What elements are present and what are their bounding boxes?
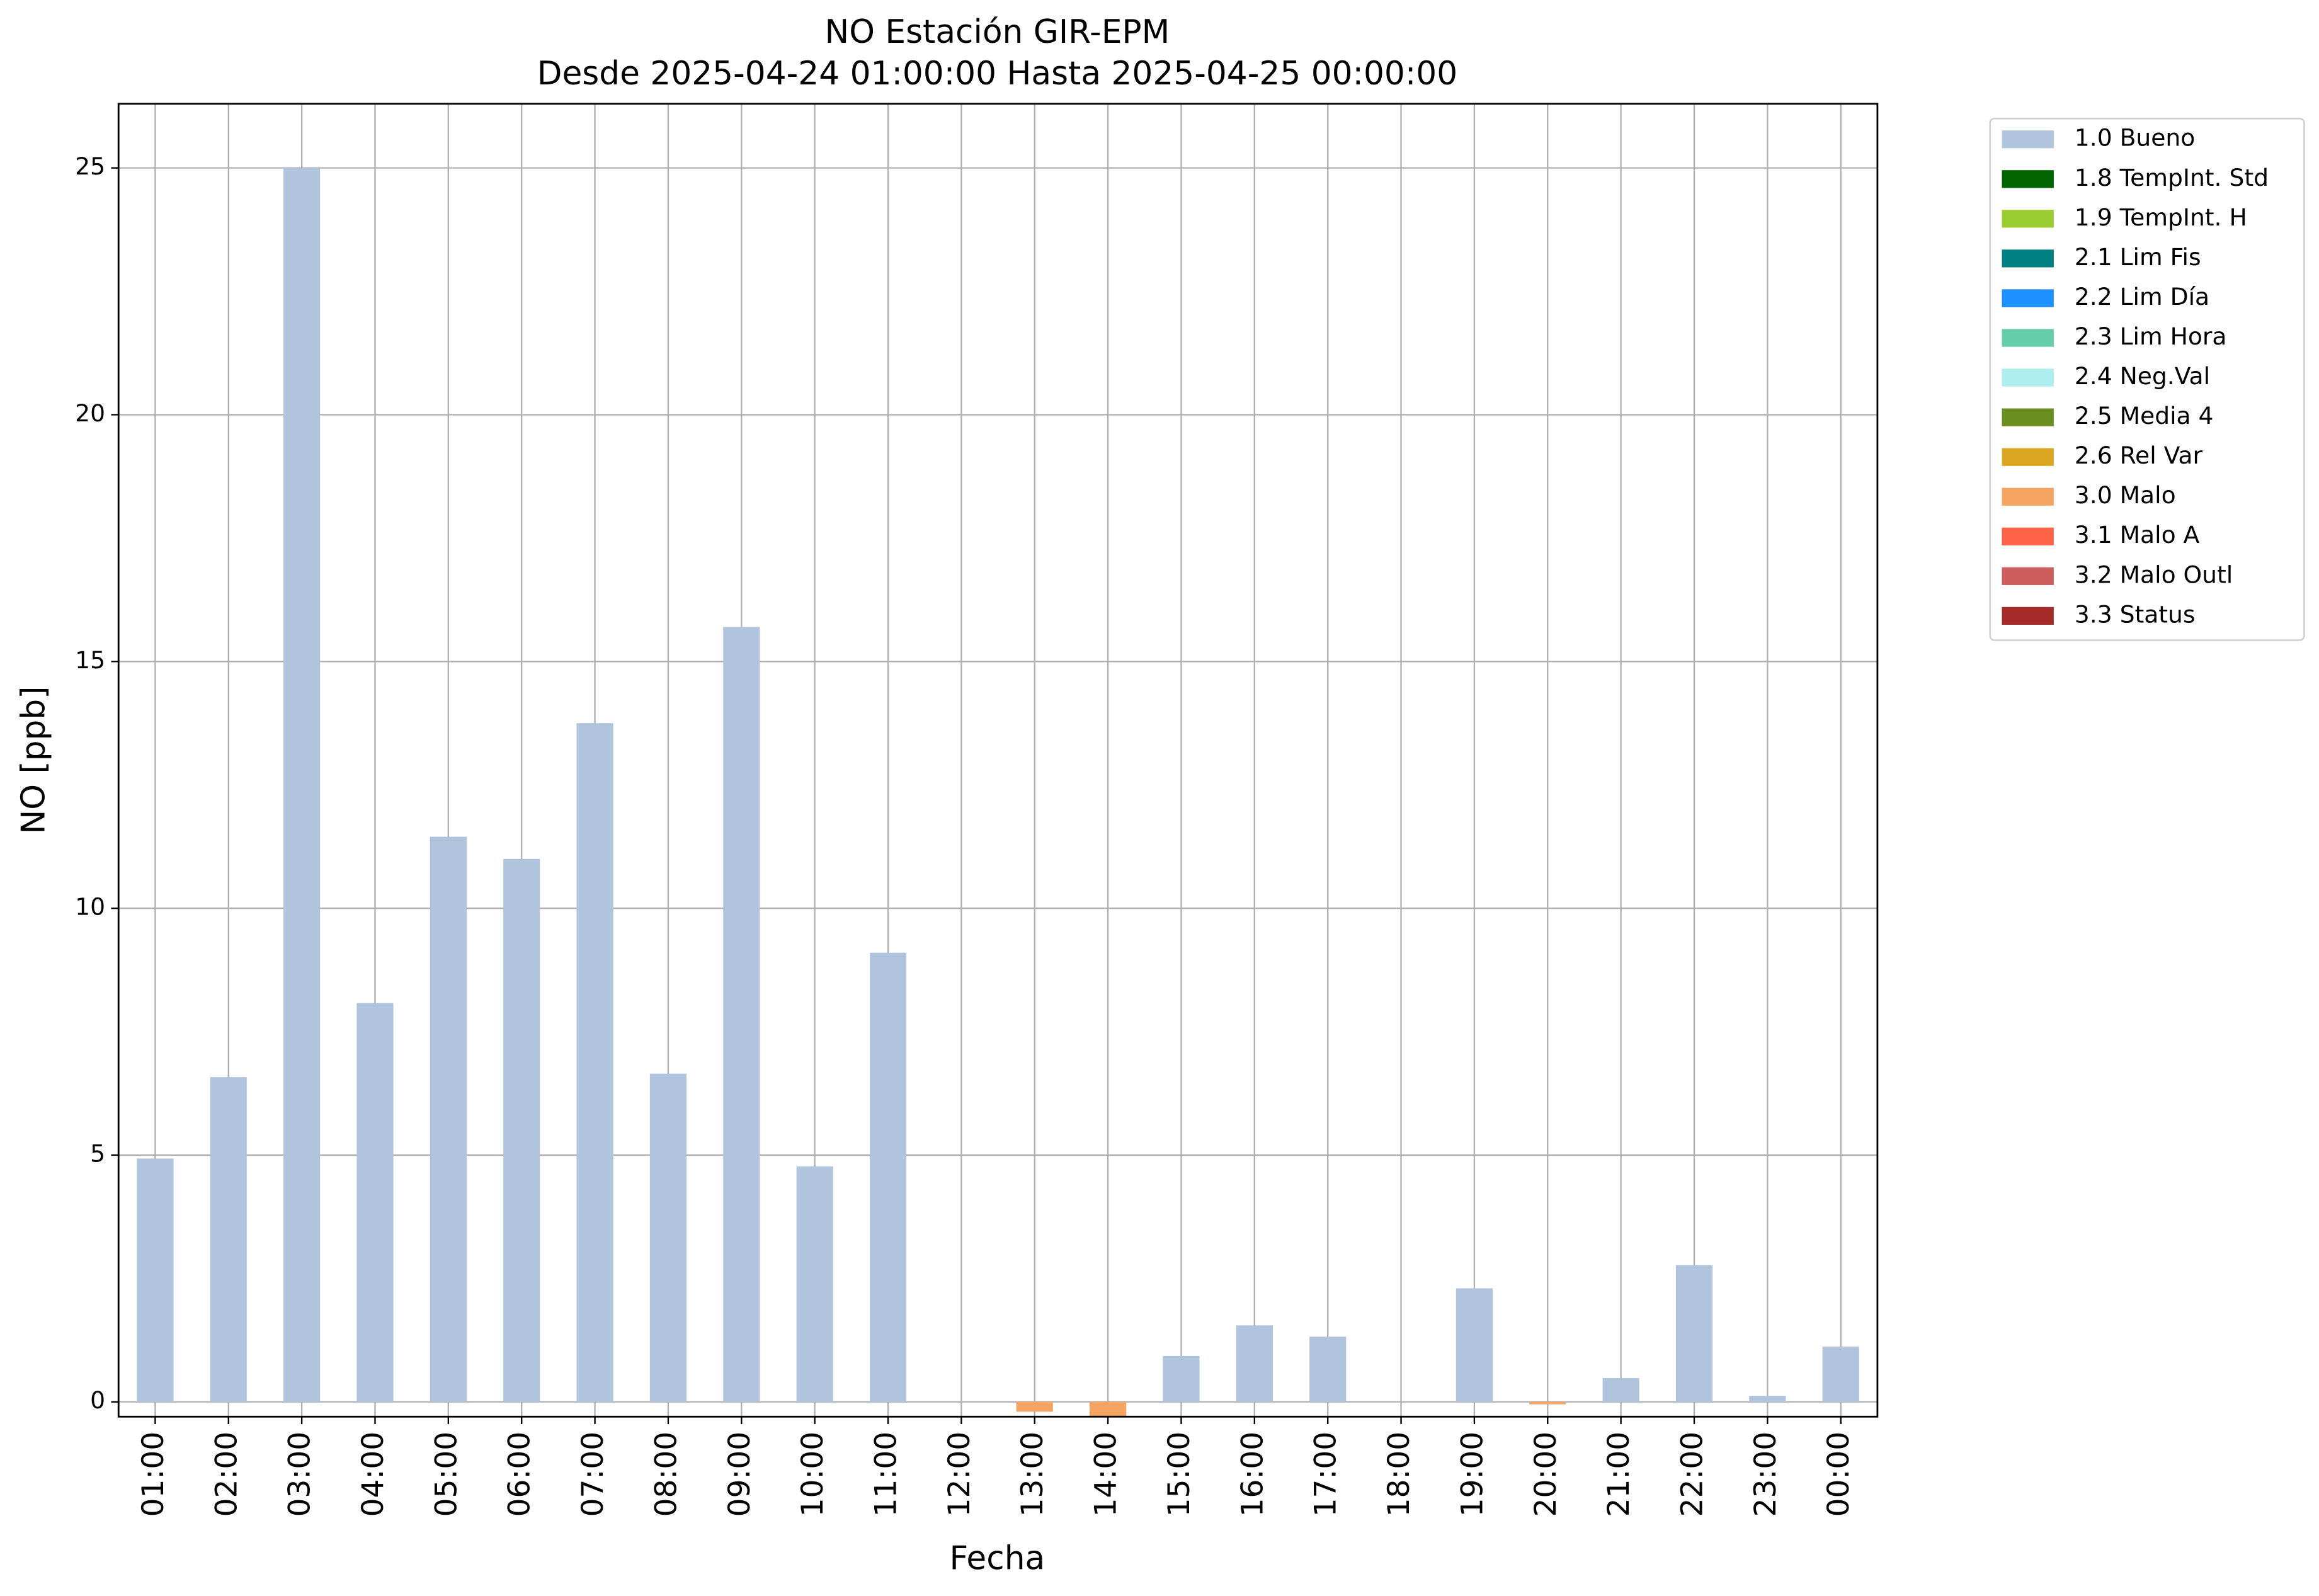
x-tick-label: 14:00 xyxy=(1089,1432,1124,1517)
legend: 1.0 Bueno 1.8 TempInt. Std 1.9 TempInt. H 2… xyxy=(1989,118,2305,641)
bar xyxy=(283,168,321,1402)
legend-swatch xyxy=(2002,329,2054,347)
legend-swatch xyxy=(2002,210,2054,228)
bar xyxy=(1163,1355,1200,1402)
legend-swatch xyxy=(2002,567,2054,585)
x-tick-label: 13:00 xyxy=(1015,1432,1050,1517)
legend-swatch xyxy=(2002,448,2054,466)
x-tick-label: 02:00 xyxy=(209,1432,244,1517)
legend-swatch xyxy=(2002,289,2054,307)
legend-label: 1.9 TempInt. H xyxy=(2075,203,2247,231)
x-tick-label: 05:00 xyxy=(429,1432,464,1517)
legend-label: 2.5 Media 4 xyxy=(2075,402,2214,430)
bar xyxy=(356,1003,394,1402)
x-tick-label: 17:00 xyxy=(1309,1432,1343,1517)
x-tick-label: 07:00 xyxy=(576,1432,610,1517)
x-tick-label: 04:00 xyxy=(356,1432,390,1517)
x-tick-label: 22:00 xyxy=(1675,1432,1709,1517)
bar xyxy=(1456,1288,1493,1402)
bar xyxy=(1822,1346,1859,1402)
bar xyxy=(869,952,907,1402)
bar xyxy=(1090,1401,1127,1417)
x-tick-label: 09:00 xyxy=(722,1432,757,1517)
legend-swatch xyxy=(2002,487,2054,506)
legend-label: 3.1 Malo A xyxy=(2075,521,2200,549)
legend-label: 1.0 Bueno xyxy=(2075,124,2195,152)
legend-frame xyxy=(1989,118,2305,641)
legend-swatch xyxy=(2002,130,2054,149)
legend-label: 2.6 Rel Var xyxy=(2075,442,2203,469)
legend-label: 2.2 Lim Día xyxy=(2075,283,2209,311)
bars xyxy=(137,168,1859,1417)
legend-label: 2.3 Lim Hora xyxy=(2075,322,2227,350)
legend-swatch xyxy=(2002,368,2054,387)
legend-swatch xyxy=(2002,527,2054,545)
bar xyxy=(1236,1325,1273,1402)
bar xyxy=(649,1073,687,1402)
plot-frame xyxy=(117,103,1879,1418)
bar xyxy=(796,1166,833,1402)
x-tick-label: 03:00 xyxy=(283,1432,317,1517)
x-tick-label: 19:00 xyxy=(1455,1432,1490,1517)
legend-label: 2.1 Lim Fis xyxy=(2075,243,2201,271)
bar xyxy=(1529,1401,1566,1405)
y-tick-label: 25 xyxy=(75,152,105,180)
x-tick-label: 16:00 xyxy=(1235,1432,1270,1517)
bar xyxy=(723,627,760,1402)
x-tick-label: 06:00 xyxy=(503,1432,537,1517)
x-tick-label: 08:00 xyxy=(649,1432,683,1517)
x-tick-label: 00:00 xyxy=(1821,1432,1856,1517)
y-axis-label: NO [ppb] xyxy=(14,687,52,835)
y-tick-label: 0 xyxy=(90,1386,105,1414)
bar xyxy=(503,858,540,1402)
ticks: 0 5 10 15 20 25 01:00 02:00 03:00 04:00 05:00 06:00… xyxy=(75,152,1856,1517)
legend-swatch xyxy=(2002,170,2054,188)
y-tick-label: 20 xyxy=(75,399,105,427)
chart-title: NO Estación GIR-EPM xyxy=(825,13,1170,51)
bar xyxy=(430,836,467,1402)
bar xyxy=(137,1158,174,1402)
x-axis-label: Fecha xyxy=(950,1539,1046,1577)
x-tick-label: 10:00 xyxy=(795,1432,830,1517)
bar xyxy=(210,1077,247,1402)
legend-swatch xyxy=(2002,408,2054,426)
chart-subtitle: Desde 2025-04-24 01:00:00 Hasta 2025-04-… xyxy=(537,55,1458,93)
legend-label: 1.8 TempInt. Std xyxy=(2075,164,2269,191)
legend-label: 2.4 Neg.Val xyxy=(2075,362,2210,390)
x-tick-label: 11:00 xyxy=(869,1432,904,1517)
legend-swatch xyxy=(2002,249,2054,268)
y-tick-label: 10 xyxy=(75,893,105,921)
x-tick-label: 23:00 xyxy=(1748,1432,1783,1517)
bar xyxy=(1675,1265,1713,1402)
bar xyxy=(576,723,613,1402)
x-tick-label: 01:00 xyxy=(136,1432,171,1517)
bar xyxy=(1016,1401,1053,1412)
legend-label: 3.0 Malo xyxy=(2075,481,2176,509)
bar xyxy=(1309,1337,1347,1402)
legend-swatch xyxy=(2002,607,2054,625)
y-tick-label: 15 xyxy=(75,646,105,674)
bar xyxy=(1749,1396,1786,1402)
x-tick-label: 18:00 xyxy=(1382,1432,1416,1517)
legend-label: 3.2 Malo Outl xyxy=(2075,561,2233,588)
bar xyxy=(1602,1378,1639,1402)
y-tick-label: 5 xyxy=(90,1139,105,1167)
x-tick-label: 15:00 xyxy=(1162,1432,1197,1517)
x-tick-label: 20:00 xyxy=(1529,1432,1563,1517)
x-tick-label: 12:00 xyxy=(942,1432,977,1517)
x-tick-label: 21:00 xyxy=(1602,1432,1636,1517)
legend-label: 3.3 Status xyxy=(2075,600,2196,628)
